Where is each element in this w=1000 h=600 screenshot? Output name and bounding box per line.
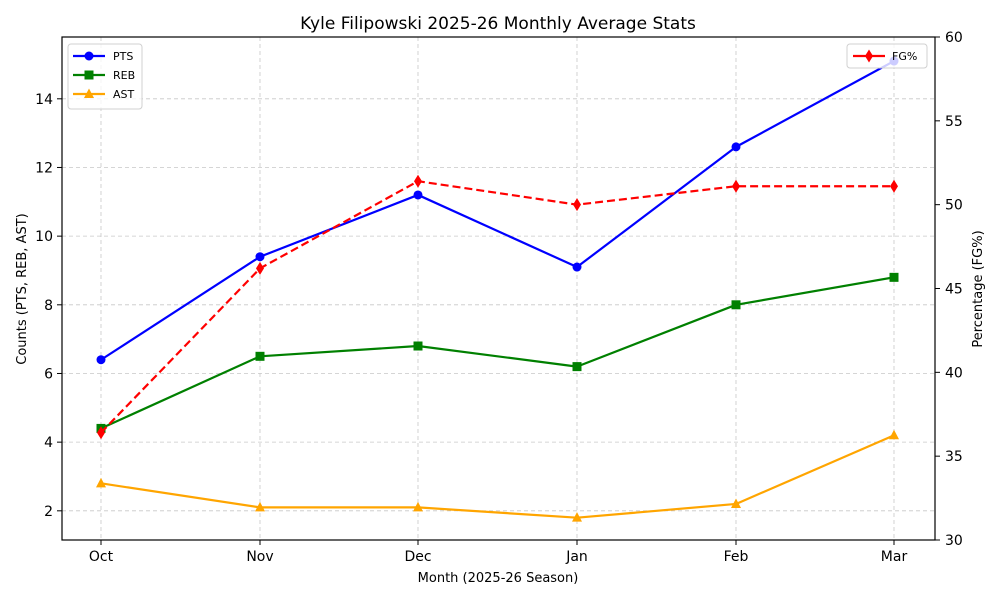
legend-marker-fg-pct <box>865 49 873 63</box>
y2-tick-label: 30 <box>945 533 963 549</box>
x-tick-label: Dec <box>404 549 431 565</box>
data-point-fg-pct <box>890 179 898 193</box>
y2-tick-label: 50 <box>945 198 963 214</box>
data-point-ast <box>255 501 265 512</box>
y2-tick-label: 60 <box>945 30 963 46</box>
chart-title: Kyle Filipowski 2025-26 Monthly Average … <box>300 14 696 34</box>
legend-left-box <box>67 43 143 110</box>
legend-left: PTS REB AST <box>67 43 143 110</box>
legend-item-reb: REB <box>73 69 135 82</box>
series-fg-pct <box>97 174 898 440</box>
y-axis-right: 30 35 40 45 50 55 60 <box>935 30 963 549</box>
y2-tick-label: 45 <box>945 282 963 298</box>
data-point-pts <box>572 262 582 272</box>
series-line-reb <box>100 276 895 430</box>
data-point-fg-pct <box>732 179 740 193</box>
data-point-ast <box>889 429 899 440</box>
data-point-fg-pct <box>256 261 264 275</box>
series-line-ast <box>100 434 895 519</box>
y-tick-label: 14 <box>35 92 53 108</box>
y-axis-left-label: Counts (PTS, REB, AST) <box>15 213 30 364</box>
grid <box>62 37 935 540</box>
legend-item-fg-pct: FG% <box>853 49 917 63</box>
data-point-pts <box>731 142 741 152</box>
data-point-ast <box>96 477 106 488</box>
legend-label-pts: PTS <box>113 50 133 63</box>
data-point-reb <box>731 300 741 310</box>
x-tick-label: Jan <box>565 549 588 565</box>
data-point-reb <box>889 272 899 282</box>
x-tick-label: Oct <box>89 549 114 565</box>
legend-right: FG% <box>846 43 928 69</box>
legend-right-box <box>846 43 928 69</box>
x-tick-label: Mar <box>881 549 908 565</box>
data-point-reb <box>255 351 265 361</box>
data-point-reb <box>413 341 423 351</box>
data-point-pts <box>255 252 265 262</box>
data-point-ast <box>731 498 741 508</box>
x-tick-label: Nov <box>246 549 273 565</box>
legend-label-ast: AST <box>113 88 135 101</box>
data-point-fg-pct <box>573 198 581 212</box>
y2-tick-label: 55 <box>945 114 963 130</box>
x-axis: Oct Nov Dec Jan Feb Mar <box>89 540 908 565</box>
y-tick-label: 2 <box>44 504 53 520</box>
data-point-fg-pct <box>414 174 422 188</box>
data-point-pts <box>413 190 423 200</box>
legend-label-reb: REB <box>113 69 135 82</box>
series-line-fg-pct <box>100 180 894 434</box>
data-point-ast <box>572 512 582 522</box>
y-tick-label: 10 <box>35 229 53 245</box>
y-tick-label: 4 <box>44 435 53 451</box>
legend-item-pts: PTS <box>73 50 133 63</box>
x-axis-label: Month (2025-26 Season) <box>418 571 579 586</box>
y-axis-left: 2 4 6 8 10 12 14 <box>35 92 62 520</box>
y-tick-label: 6 <box>44 366 53 382</box>
y2-tick-label: 35 <box>945 449 963 465</box>
data-point-ast <box>413 501 423 512</box>
y-tick-label: 8 <box>44 298 53 314</box>
series-line-pts <box>100 60 895 361</box>
x-tick-label: Feb <box>724 549 749 565</box>
legend-label-fg-pct: FG% <box>892 50 917 63</box>
legend-item-ast: AST <box>73 88 135 101</box>
series-ast <box>96 429 899 522</box>
data-point-pts <box>96 355 106 365</box>
y-axis-right-label: Percentage (FG%) <box>971 230 986 347</box>
data-point-fg-pct <box>97 426 105 440</box>
y2-tick-label: 40 <box>945 365 963 381</box>
legend-marker-ast <box>84 88 94 98</box>
legend-marker-reb <box>84 70 94 80</box>
legend-marker-pts <box>84 51 94 61</box>
y-tick-label: 12 <box>35 160 53 176</box>
data-point-reb <box>572 362 582 372</box>
